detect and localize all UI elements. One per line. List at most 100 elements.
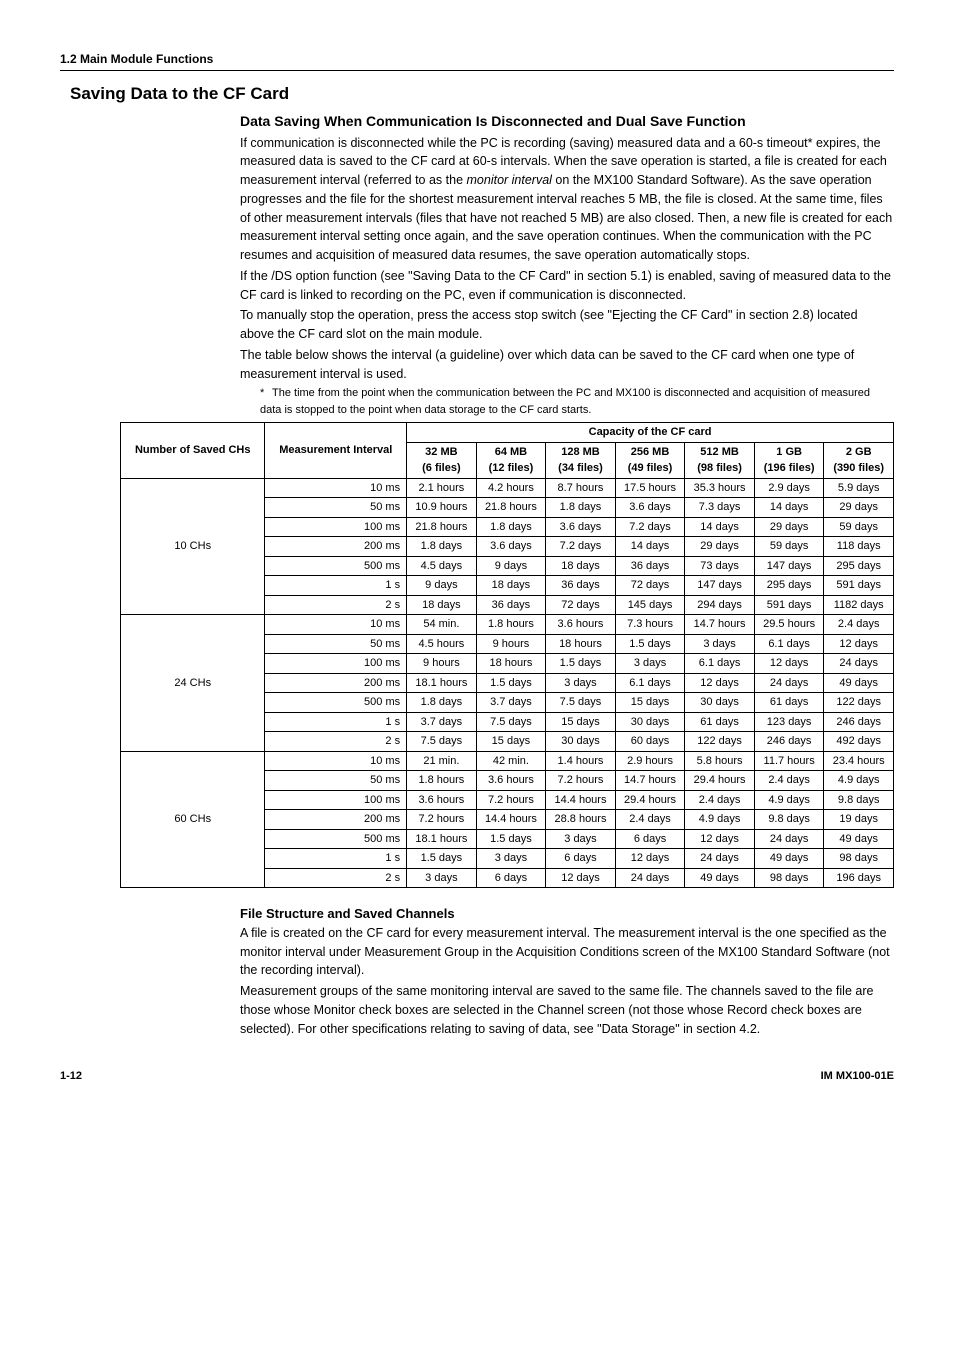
cell-value: 3 days [407, 868, 477, 888]
cell-value: 4.2 hours [476, 478, 546, 498]
sub-heading-1: Data Saving When Communication Is Discon… [240, 111, 894, 132]
cell-value: 36 days [546, 576, 616, 596]
cell-value: 30 days [546, 732, 616, 752]
paragraph-1: If communication is disconnected while t… [240, 134, 894, 265]
cell-value: 72 days [615, 576, 685, 596]
cell-value: 7.5 days [546, 693, 616, 713]
cell-value: 246 days [824, 712, 894, 732]
cell-value: 12 days [685, 673, 755, 693]
cell-value: 3 days [615, 654, 685, 674]
cell-interval: 50 ms [265, 634, 407, 654]
cell-value: 15 days [476, 732, 546, 752]
th-cap: 512 MB(98 files) [685, 442, 755, 478]
cell-value: 23.4 hours [824, 751, 894, 771]
cell-interval: 100 ms [265, 790, 407, 810]
cell-value: 30 days [685, 693, 755, 713]
cell-value: 1.8 hours [407, 771, 477, 791]
cell-value: 59 days [754, 537, 824, 557]
cell-value: 295 days [754, 576, 824, 596]
cell-value: 7.3 hours [615, 615, 685, 635]
cell-value: 1.8 days [476, 517, 546, 537]
cell-value: 9.8 days [824, 790, 894, 810]
cell-value: 15 days [615, 693, 685, 713]
cell-value: 3 days [546, 829, 616, 849]
th-cap: 2 GB(390 files) [824, 442, 894, 478]
cell-value: 29 days [754, 517, 824, 537]
file-structure-heading: File Structure and Saved Channels [240, 904, 894, 924]
cell-value: 10.9 hours [407, 498, 477, 518]
cell-value: 29 days [824, 498, 894, 518]
cell-value: 2.9 hours [615, 751, 685, 771]
doc-code: IM MX100-01E [821, 1068, 894, 1085]
paragraph-2: If the /DS option function (see "Saving … [240, 267, 894, 305]
cell-value: 5.9 days [824, 478, 894, 498]
cell-value: 98 days [754, 868, 824, 888]
cell-value: 2.4 days [754, 771, 824, 791]
cell-value: 54 min. [407, 615, 477, 635]
cell-value: 3.6 days [615, 498, 685, 518]
cell-value: 18.1 hours [407, 673, 477, 693]
paragraph-3: To manually stop the operation, press th… [240, 306, 894, 344]
page-number: 1-12 [60, 1068, 82, 1085]
cell-value: 492 days [824, 732, 894, 752]
cell-value: 24 days [754, 829, 824, 849]
cell-value: 12 days [546, 868, 616, 888]
cell-value: 5.8 hours [685, 751, 755, 771]
asterisk-icon: * [260, 385, 272, 402]
cell-value: 7.2 hours [546, 771, 616, 791]
cell-value: 3.6 days [476, 537, 546, 557]
cell-value: 73 days [685, 556, 755, 576]
cell-value: 61 days [754, 693, 824, 713]
cell-value: 1.8 days [407, 537, 477, 557]
cell-value: 14 days [754, 498, 824, 518]
file-structure-block: File Structure and Saved Channels A file… [240, 904, 894, 1038]
cell-value: 147 days [685, 576, 755, 596]
cell-interval: 500 ms [265, 829, 407, 849]
cell-value: 7.2 hours [476, 790, 546, 810]
cell-value: 4.5 hours [407, 634, 477, 654]
cell-value: 591 days [824, 576, 894, 596]
cell-value: 12 days [685, 829, 755, 849]
cell-value: 12 days [824, 634, 894, 654]
cell-value: 2.4 days [824, 615, 894, 635]
cell-value: 21.8 hours [407, 517, 477, 537]
cell-value: 14 days [615, 537, 685, 557]
file-paragraph-1: A file is created on the CF card for eve… [240, 924, 894, 980]
cell-value: 24 days [615, 868, 685, 888]
cell-value: 9.8 days [754, 810, 824, 830]
cell-value: 6 days [546, 849, 616, 869]
cell-value: 7.2 hours [407, 810, 477, 830]
table-head: Number of Saved CHs Measurement Interval… [121, 423, 894, 479]
cell-value: 122 days [824, 693, 894, 713]
cell-value: 8.7 hours [546, 478, 616, 498]
cell-interval: 200 ms [265, 810, 407, 830]
cell-value: 14 days [685, 517, 755, 537]
cell-value: 3.6 hours [407, 790, 477, 810]
cell-value: 3.7 days [476, 693, 546, 713]
cell-interval: 100 ms [265, 517, 407, 537]
cell-value: 12 days [754, 654, 824, 674]
table-body: 10 CHs10 ms2.1 hours4.2 hours8.7 hours17… [121, 478, 894, 888]
cell-value: 18 days [407, 595, 477, 615]
cell-value: 59 days [824, 517, 894, 537]
cell-value: 6.1 days [685, 654, 755, 674]
row-group-label: 24 CHs [121, 615, 265, 752]
cell-value: 294 days [685, 595, 755, 615]
cell-value: 36 days [615, 556, 685, 576]
th-interval: Measurement Interval [265, 423, 407, 479]
cell-value: 9 hours [407, 654, 477, 674]
cell-value: 61 days [685, 712, 755, 732]
cell-interval: 10 ms [265, 751, 407, 771]
cell-value: 7.2 days [546, 537, 616, 557]
cell-value: 2.9 days [754, 478, 824, 498]
cell-interval: 2 s [265, 732, 407, 752]
cell-value: 35.3 hours [685, 478, 755, 498]
cell-value: 98 days [824, 849, 894, 869]
th-cap: 32 MB(6 files) [407, 442, 477, 478]
cell-interval: 500 ms [265, 693, 407, 713]
cell-value: 18 days [476, 576, 546, 596]
cell-interval: 2 s [265, 595, 407, 615]
cell-value: 11.7 hours [754, 751, 824, 771]
cell-value: 2.4 days [615, 810, 685, 830]
footnote-text: The time from the point when the communi… [260, 387, 870, 416]
